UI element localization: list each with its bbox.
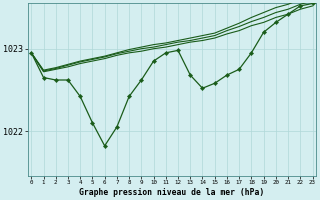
X-axis label: Graphe pression niveau de la mer (hPa): Graphe pression niveau de la mer (hPa) bbox=[79, 188, 265, 197]
